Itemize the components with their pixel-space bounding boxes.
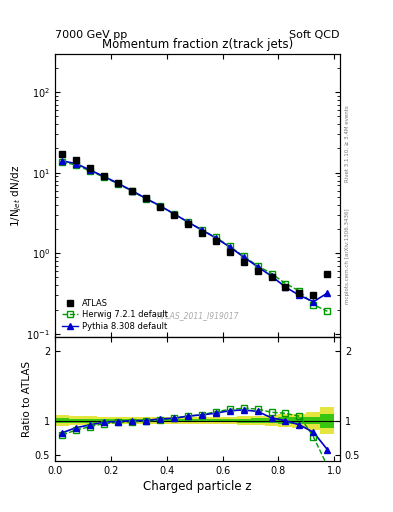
Bar — [69, 418, 83, 423]
Bar — [139, 419, 153, 422]
Bar — [209, 419, 222, 422]
Bar — [125, 417, 139, 424]
Bar — [97, 417, 111, 424]
Bar — [320, 407, 334, 435]
Bar — [153, 419, 167, 422]
Bar — [195, 417, 209, 424]
Bar — [209, 417, 222, 424]
Bar — [153, 417, 167, 424]
Legend: ATLAS, Herwig 7.2.1 default, Pythia 8.308 default: ATLAS, Herwig 7.2.1 default, Pythia 8.30… — [59, 296, 170, 333]
Bar — [55, 415, 69, 426]
Bar — [307, 412, 320, 430]
Bar — [167, 417, 181, 424]
Y-axis label: 1/N$_{jet}$ dN/dz: 1/N$_{jet}$ dN/dz — [9, 164, 24, 227]
Text: Soft QCD: Soft QCD — [290, 30, 340, 40]
Bar — [83, 418, 97, 423]
Bar — [264, 415, 279, 426]
Bar — [279, 417, 292, 424]
Bar — [167, 419, 181, 422]
Bar — [55, 418, 69, 423]
Bar — [292, 414, 307, 428]
Bar — [264, 418, 279, 423]
Bar — [125, 419, 139, 422]
X-axis label: Charged particle z: Charged particle z — [143, 480, 252, 493]
Text: Rivet 3.1.10, ≥ 3.4M events: Rivet 3.1.10, ≥ 3.4M events — [345, 105, 350, 182]
Bar — [83, 416, 97, 425]
Bar — [251, 416, 264, 425]
Bar — [292, 417, 307, 424]
Bar — [195, 419, 209, 422]
Bar — [181, 419, 195, 422]
Bar — [139, 417, 153, 424]
Bar — [307, 417, 320, 424]
Bar — [251, 418, 264, 423]
Bar — [237, 418, 251, 423]
Bar — [69, 416, 83, 425]
Bar — [237, 416, 251, 425]
Bar — [111, 417, 125, 424]
Bar — [222, 419, 237, 422]
Y-axis label: Ratio to ATLAS: Ratio to ATLAS — [22, 361, 32, 437]
Title: Momentum fraction z(track jets): Momentum fraction z(track jets) — [102, 38, 293, 51]
Text: mcplots.cern.ch [arXiv:1306.3436]: mcplots.cern.ch [arXiv:1306.3436] — [345, 208, 350, 304]
Bar — [181, 417, 195, 424]
Bar — [279, 414, 292, 427]
Bar — [111, 419, 125, 422]
Bar — [320, 414, 334, 428]
Text: 7000 GeV pp: 7000 GeV pp — [55, 30, 127, 40]
Text: ATLAS_2011_I919017: ATLAS_2011_I919017 — [156, 311, 239, 321]
Bar — [97, 419, 111, 422]
Bar — [222, 417, 237, 424]
